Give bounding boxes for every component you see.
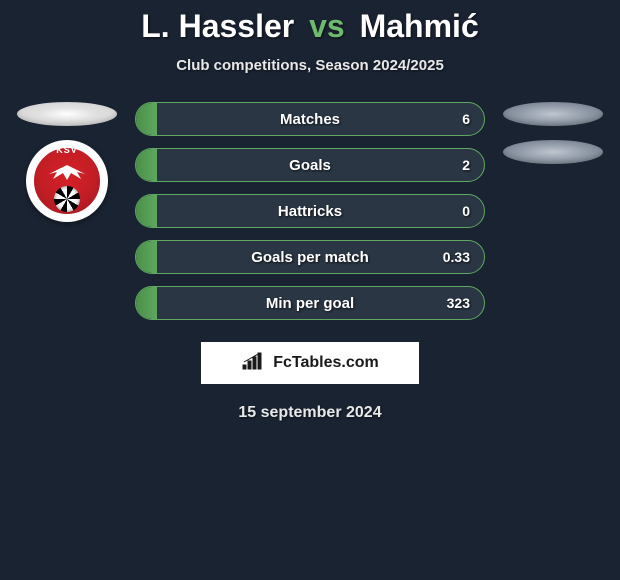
branding-badge: FcTables.com <box>201 342 419 384</box>
player1-name: L. Hassler <box>141 8 294 44</box>
stat-value: 0.33 <box>443 249 470 265</box>
date-label: 15 september 2024 <box>0 404 620 422</box>
stat-label: Matches <box>280 111 340 128</box>
stat-label: Goals per match <box>251 249 369 266</box>
stat-row-matches: Matches 6 <box>135 102 485 136</box>
comparison-card: L. Hassler vs Mahmić Club competitions, … <box>0 0 620 422</box>
stat-fill <box>136 149 157 181</box>
right-side <box>503 102 603 164</box>
page-title: L. Hassler vs Mahmić <box>0 8 620 45</box>
stat-value: 323 <box>447 295 470 311</box>
stat-fill <box>136 287 157 319</box>
stat-label: Hattricks <box>278 203 342 220</box>
stat-value: 0 <box>462 203 470 219</box>
left-side: KSV <box>17 102 117 222</box>
stat-label: Goals <box>289 157 331 174</box>
football-icon <box>54 186 80 212</box>
stat-row-hattricks: Hattricks 0 <box>135 194 485 228</box>
player2-marker-oval-1 <box>503 102 603 126</box>
stat-value: 6 <box>462 111 470 127</box>
stat-fill <box>136 195 157 227</box>
stat-row-min-per-goal: Min per goal 323 <box>135 286 485 320</box>
main-row: KSV Matches 6 Goals 2 Hattricks 0 <box>0 102 620 320</box>
stat-value: 2 <box>462 157 470 173</box>
stat-row-goals: Goals 2 <box>135 148 485 182</box>
stats-column: Matches 6 Goals 2 Hattricks 0 Goals per … <box>135 102 485 320</box>
player2-marker-oval-2 <box>503 140 603 164</box>
player2-name: Mahmić <box>360 8 479 44</box>
player1-marker-oval <box>17 102 117 126</box>
vs-label: vs <box>309 8 345 44</box>
branding-text: FcTables.com <box>273 354 379 372</box>
subtitle: Club competitions, Season 2024/2025 <box>0 57 620 74</box>
stat-fill <box>136 103 157 135</box>
player1-club-logo: KSV <box>26 140 108 222</box>
logo-text: KSV <box>56 145 78 155</box>
stat-fill <box>136 241 157 273</box>
eagle-icon <box>43 162 91 182</box>
stat-label: Min per goal <box>266 295 354 312</box>
stat-row-goals-per-match: Goals per match 0.33 <box>135 240 485 274</box>
chart-icon <box>241 351 265 376</box>
